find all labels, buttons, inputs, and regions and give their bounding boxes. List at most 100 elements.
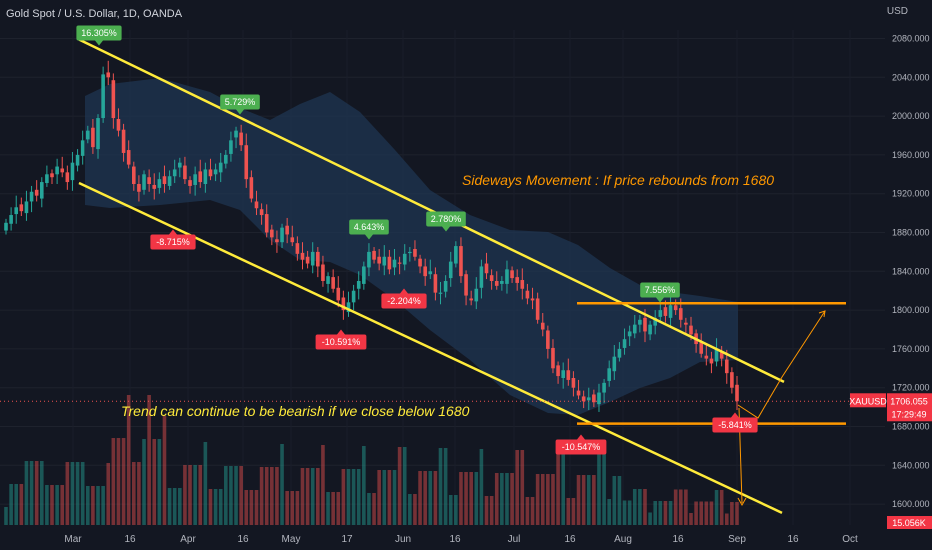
price-tick-label: 1760.000 <box>892 344 930 354</box>
candle-body <box>356 281 361 289</box>
volume-bar <box>408 494 412 525</box>
volume-bar <box>617 476 622 525</box>
candle-body <box>546 330 550 349</box>
candle-body <box>699 341 704 354</box>
candle-body <box>91 127 95 148</box>
volume-bar <box>249 490 254 525</box>
price-tick-label: 1640.000 <box>892 460 930 470</box>
candle-body <box>505 269 509 284</box>
volume-bar <box>469 472 473 525</box>
candle-body <box>632 324 637 334</box>
percent-markers: 16.305% 5.729% 4.643% 2.780% 7.556% -8.715% -1… <box>76 25 758 455</box>
volume-bar <box>264 467 269 525</box>
volume-bar <box>4 507 8 525</box>
time-tick-label: 16 <box>237 534 249 545</box>
marker-label: -8.715% <box>156 237 190 247</box>
marker-pointer <box>731 412 739 418</box>
volume-bar <box>116 438 121 525</box>
candle-body <box>494 281 499 286</box>
time-tick-label: 16 <box>672 534 684 545</box>
volume-bar <box>285 491 289 525</box>
volume-bar <box>356 469 361 525</box>
candle-body <box>75 154 80 166</box>
volume-bar <box>448 495 453 525</box>
candle-body <box>678 308 683 320</box>
candle-body <box>673 305 678 311</box>
candle-body <box>704 355 709 359</box>
volume-bar <box>234 466 238 525</box>
volume-bar <box>546 474 550 525</box>
candle-body <box>530 298 535 301</box>
volume-bar <box>699 501 704 525</box>
volume-bar <box>300 468 305 525</box>
marker-label: -2.204% <box>387 296 421 306</box>
marker-pointer <box>400 288 408 294</box>
candle-body <box>55 166 59 175</box>
volume-bar <box>494 473 499 525</box>
volume-bar <box>658 501 663 525</box>
candle-body <box>709 358 714 364</box>
candle-body <box>65 172 70 183</box>
volume-bar <box>694 501 698 525</box>
candle-body <box>479 266 484 288</box>
volume-bar <box>65 462 70 525</box>
candle-body <box>80 140 85 156</box>
candle-body <box>178 162 182 168</box>
volume-bar <box>183 465 187 525</box>
candle-body <box>336 287 341 301</box>
annotation-bearish: Trend can continue to be bearish if we c… <box>121 403 470 419</box>
volume-bar <box>326 492 330 525</box>
volume-tag <box>887 516 932 529</box>
volume-bar <box>535 474 540 525</box>
candle-body <box>510 270 514 279</box>
volume-bar <box>561 451 565 525</box>
candle-body <box>714 348 719 362</box>
percent-marker: 2.780% <box>426 211 466 232</box>
candle-body <box>305 256 310 264</box>
price-tick-label: 2000.000 <box>892 111 930 121</box>
volume-bar <box>464 472 468 525</box>
volume-bar <box>270 467 274 525</box>
volume-bar <box>581 475 586 525</box>
volume-bar <box>459 472 463 525</box>
volume-bar <box>592 475 596 525</box>
channel-lower-line <box>78 181 783 514</box>
marker-label: -10.591% <box>322 337 361 347</box>
candle-body <box>157 179 162 188</box>
volume-bar <box>428 471 433 525</box>
chart-title: Gold Spot / U.S. Dollar, 1D, OANDA <box>6 8 183 20</box>
volume-bar <box>24 461 29 525</box>
time-tick-label: Oct <box>842 534 858 545</box>
candle-body <box>372 250 376 260</box>
volume-bar <box>131 462 136 525</box>
candle-body <box>121 129 126 153</box>
volume-bar <box>387 470 392 525</box>
marker-pointer <box>656 297 664 303</box>
volume-bar <box>730 502 734 525</box>
percent-marker: -2.204% <box>381 288 427 309</box>
percent-marker: -10.547% <box>555 434 607 455</box>
candle-body <box>397 262 402 264</box>
price-tick-label: 1600.000 <box>892 499 930 509</box>
marker-box <box>712 417 758 433</box>
candle-body <box>735 384 739 402</box>
candle-body <box>167 176 172 186</box>
candle-body <box>9 215 13 224</box>
percent-marker: -8.715% <box>150 229 196 250</box>
price-tick-label: 1680.000 <box>892 422 930 432</box>
candle-body <box>459 246 463 277</box>
volume-bar <box>377 470 381 525</box>
candle-body <box>249 177 254 199</box>
volume-bar <box>597 452 601 525</box>
candle-body <box>137 184 141 192</box>
candle-body <box>275 239 279 243</box>
marker-box <box>555 439 607 455</box>
volume-bar <box>678 489 683 525</box>
volume-bar <box>55 485 59 525</box>
candle-body <box>607 368 612 381</box>
volume-bar <box>178 488 182 525</box>
marker-box <box>76 25 122 41</box>
marker-label: 2.780% <box>431 214 462 224</box>
breakdown-arrowhead <box>737 497 747 507</box>
